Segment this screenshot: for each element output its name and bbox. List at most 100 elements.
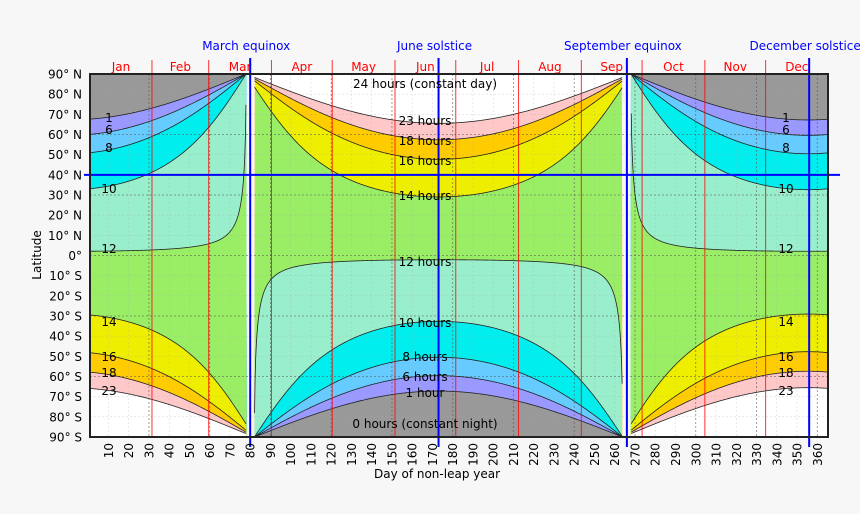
month-label: Aug [538, 60, 561, 74]
x-tick-label: 40 [163, 443, 177, 458]
y-tick-label: 90° S [49, 431, 82, 445]
x-tick-label: 150 [385, 443, 399, 466]
contour-label-left: 12 [101, 242, 116, 256]
x-tick-label: 230 [547, 443, 561, 466]
contour-label-center: 24 hours (constant day) [353, 77, 497, 91]
x-tick-label: 220 [527, 443, 541, 466]
x-tick-label: 260 [608, 443, 622, 466]
x-tick-label: 310 [710, 443, 724, 466]
contour-label-right: 8 [782, 141, 790, 155]
y-tick-label: 30° N [48, 189, 82, 203]
x-tick-label: 270 [628, 443, 642, 466]
x-tick-label: 50 [183, 443, 197, 458]
x-axis-label: Day of non-leap year [374, 467, 500, 481]
contour-label-left: 16 [101, 350, 116, 364]
x-tick-label: 240 [568, 443, 582, 466]
contour-label-center: 23 hours [399, 114, 452, 128]
contour-label-left: 1 [105, 111, 113, 125]
x-tick-label: 210 [507, 443, 521, 466]
month-label: Feb [170, 60, 191, 74]
x-tick-label: 290 [669, 443, 683, 466]
contour-label-left: 8 [105, 141, 113, 155]
event-label: December solstice [750, 39, 860, 53]
y-tick-label: 60° S [49, 370, 82, 384]
event-label: September equinox [564, 39, 682, 53]
month-markers: Jan Feb Mar Apr May Jun Jul Aug Sep Oct Nov Dec [111, 60, 808, 437]
x-tick-label: 280 [649, 443, 663, 466]
y-tick-label: 80° S [49, 410, 82, 424]
month-label: Jan [111, 60, 131, 74]
x-tick-label: 180 [446, 443, 460, 466]
x-tick-label: 80 [244, 443, 258, 458]
contour-label-left: 23 [101, 384, 116, 398]
x-tick-label: 170 [426, 443, 440, 466]
y-tick-label: 40° S [49, 330, 82, 344]
month-label: Oct [663, 60, 684, 74]
month-label: Jul [479, 60, 494, 74]
contour-label-left: 10 [101, 182, 116, 196]
x-tick-label: 90 [264, 443, 278, 458]
x-tick-label: 200 [487, 443, 501, 466]
x-tick-label: 160 [406, 443, 420, 466]
event-label: March equinox [202, 39, 290, 53]
month-label: Apr [291, 60, 312, 74]
x-tick-label: 360 [811, 443, 825, 466]
contour-label-center: 6 hours [402, 370, 447, 384]
contour-label-right: 16 [778, 350, 793, 364]
contour-label-center: 8 hours [402, 350, 447, 364]
x-tick-label: 20 [122, 443, 136, 458]
y-tick-label: 10° S [49, 269, 82, 283]
plot-frame [89, 73, 829, 438]
event-markers: March equinox June solstice September equi… [84, 39, 860, 447]
x-tick-label: 70 [223, 443, 237, 458]
y-tick-label: 20° N [48, 209, 82, 223]
y-tick-label: 40° N [48, 168, 82, 182]
y-tick-label: 60° N [48, 128, 82, 142]
x-tick-label: 250 [588, 443, 602, 466]
contour-label-right: 6 [782, 123, 790, 137]
axes: 90° N 80° N 70° N 60° N 50° N 40° N 30° N 20° N… [30, 68, 825, 482]
contour-label-right: 23 [778, 384, 793, 398]
contour-label-right: 18 [778, 366, 793, 380]
y-tick-label: 90° N [48, 68, 82, 82]
contour-label-right: 10 [778, 182, 793, 196]
x-tick-label: 320 [730, 443, 744, 466]
contour-label-center: 0 hours (constant night) [352, 417, 497, 431]
x-tick-label: 340 [770, 443, 784, 466]
y-tick-label: 10° N [48, 229, 82, 243]
y-tick-label: 0° [68, 249, 82, 263]
contour-label-center: 10 hours [399, 316, 452, 330]
x-tick-label: 110 [304, 443, 318, 466]
month-label: Nov [724, 60, 747, 74]
contour-label-center: 12 hours [399, 255, 452, 269]
y-tick-label: 70° S [49, 390, 82, 404]
contour-label-center: 18 hours [399, 134, 452, 148]
x-tick-label: 140 [365, 443, 379, 466]
contour-label-left: 14 [101, 315, 116, 329]
x-tick-label: 60 [203, 443, 217, 458]
contour-label-right: 14 [778, 315, 793, 329]
x-tick-label: 130 [345, 443, 359, 466]
contour-label-right: 1 [782, 111, 790, 125]
contour-label-center: 1 hour [406, 386, 445, 400]
x-tick-label: 350 [791, 443, 805, 466]
y-tick-label: 20° S [49, 289, 82, 303]
x-tick-label: 300 [689, 443, 703, 466]
x-tick-label: 190 [466, 443, 480, 466]
x-tick-label: 120 [325, 443, 339, 466]
contour-label-right: 12 [778, 242, 793, 256]
month-label: Dec [785, 60, 808, 74]
month-label: Sep [600, 60, 623, 74]
event-label: June solstice [396, 39, 472, 53]
contour-label-center: 14 hours [399, 189, 452, 203]
x-tick-label: 330 [750, 443, 764, 466]
x-tick-label: 100 [284, 443, 298, 466]
y-tick-label: 30° S [49, 310, 82, 324]
month-label: Jun [415, 60, 435, 74]
x-tick-label: 10 [102, 443, 116, 458]
contour-label-left: 6 [105, 123, 113, 137]
contour-label-left: 18 [101, 366, 116, 380]
y-axis-label: Latitude [30, 230, 44, 279]
